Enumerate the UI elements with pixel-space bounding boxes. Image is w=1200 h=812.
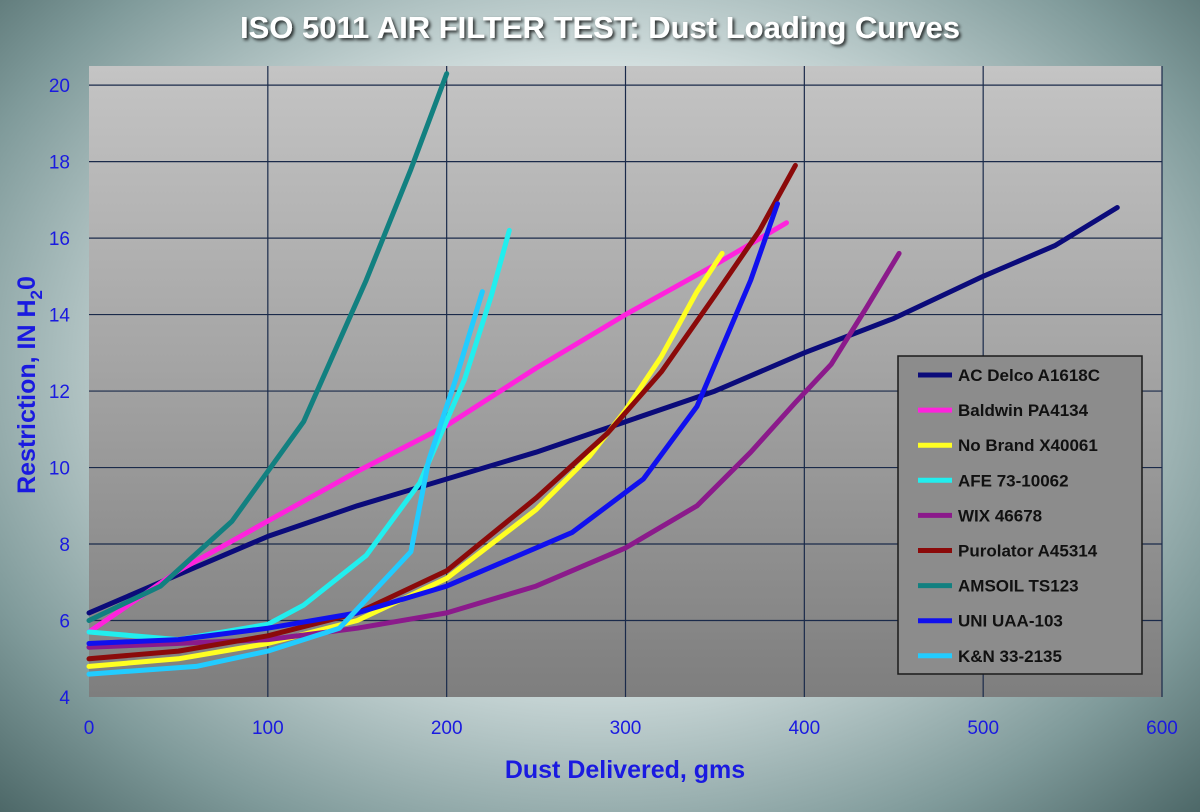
legend-label: AMSOIL TS123 bbox=[958, 577, 1079, 596]
y-tick-label: 16 bbox=[49, 229, 70, 250]
legend-label: Purolator A45314 bbox=[958, 542, 1098, 561]
x-axis-title: Dust Delivered, gms bbox=[505, 756, 745, 784]
x-tick-label: 300 bbox=[610, 718, 642, 739]
y-tick-label: 8 bbox=[59, 535, 70, 556]
legend-label: AFE 73-10062 bbox=[958, 471, 1069, 490]
series-line-0 bbox=[86, 205, 1120, 616]
series-line-4 bbox=[86, 250, 902, 650]
y-tick-label: 4 bbox=[59, 688, 70, 709]
y-tick-label: 20 bbox=[49, 76, 70, 97]
y-tick-label: 14 bbox=[49, 306, 71, 327]
y-tick-label: 10 bbox=[49, 459, 70, 480]
series-line-5 bbox=[86, 162, 798, 662]
legend-label: K&N 33-2135 bbox=[958, 647, 1062, 666]
x-tick-label: 600 bbox=[1146, 718, 1178, 739]
legend-label: UNI UAA-103 bbox=[958, 612, 1063, 631]
legend: AC Delco A1618C Baldwin PA4134 No Brand X4… bbox=[897, 355, 1143, 675]
series-line-8 bbox=[86, 289, 485, 677]
legend-label: WIX 46678 bbox=[958, 506, 1042, 525]
series-layer bbox=[86, 71, 1120, 677]
legend-label: No Brand X40061 bbox=[958, 436, 1098, 455]
x-axis-ticks: 0 100 200 300 400 500 600 bbox=[84, 718, 1178, 739]
y-axis-ticks: 4 6 8 10 12 14 16 18 20 bbox=[49, 76, 71, 709]
series-line-6 bbox=[86, 71, 450, 623]
legend-label: Baldwin PA4134 bbox=[958, 401, 1089, 420]
y-tick-label: 12 bbox=[49, 382, 70, 403]
x-tick-label: 200 bbox=[431, 718, 463, 739]
y-axis-title: Restriction, IN H20 bbox=[13, 276, 46, 494]
x-tick-label: 500 bbox=[967, 718, 999, 739]
chart-title: ISO 5011 AIR FILTER TEST: Dust Loading C… bbox=[240, 10, 960, 45]
y-tick-label: 18 bbox=[49, 153, 70, 174]
x-tick-label: 100 bbox=[252, 718, 284, 739]
series-line-7 bbox=[86, 201, 780, 646]
series-line-2 bbox=[86, 250, 725, 669]
legend-label: AC Delco A1618C bbox=[958, 366, 1100, 385]
y-tick-label: 6 bbox=[59, 612, 70, 633]
x-tick-label: 0 bbox=[84, 718, 95, 739]
x-tick-label: 400 bbox=[788, 718, 820, 739]
